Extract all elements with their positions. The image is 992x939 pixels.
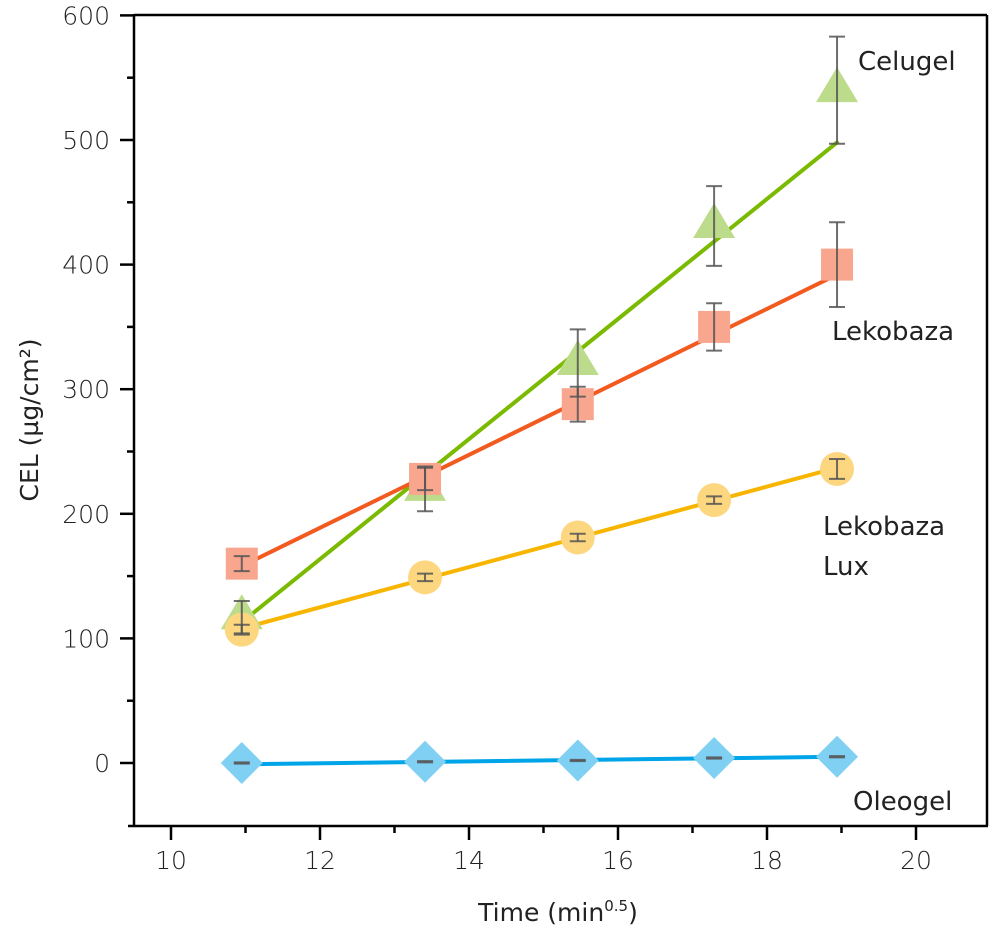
x-axis-title: Time (min0.5) — [477, 897, 638, 927]
x-tick-label: 16 — [602, 846, 634, 875]
lekobaza-lux-fit-line — [239, 465, 840, 631]
tick-labels: 0 100 200 300 400 500 600 10 12 14 16 18 20 — [62, 1, 932, 875]
y-axis-title: CEL (µg/cm²) — [15, 339, 44, 502]
y-tick-label: 300 — [62, 375, 110, 404]
x-tick-label: 12 — [304, 846, 336, 875]
series-label: Oleogel — [853, 787, 952, 817]
y-tick-label: 100 — [62, 624, 110, 653]
series-label-line: Lekobaza — [832, 317, 954, 347]
x-axis-title-close: ) — [628, 898, 638, 927]
x-tick-label: 20 — [900, 846, 932, 875]
y-tick-label: 600 — [62, 1, 110, 30]
series-label-line: Lux — [823, 552, 869, 582]
x-tick-label: 18 — [751, 846, 783, 875]
markers — [220, 67, 859, 784]
x-axis-title-main: Time (min — [477, 898, 604, 927]
x-axis-title-sup: 0.5 — [604, 897, 628, 915]
y-tick-label: 400 — [62, 251, 110, 280]
celugel-fit-line — [239, 140, 840, 625]
y-tick-label: 500 — [62, 126, 110, 155]
series-label: Lekobaza — [832, 317, 954, 347]
x-tick-label: 14 — [453, 846, 485, 875]
fit-lines — [239, 140, 840, 767]
series-labels: Celugel Lekobaza Lekobaza Lux Oleogel — [823, 47, 956, 817]
series-label-line: Oleogel — [853, 787, 952, 817]
series-label-line: Celugel — [858, 47, 956, 77]
series-label-line: Lekobaza — [823, 512, 945, 542]
oleogel-fit-line — [239, 754, 840, 767]
lekobaza-fit-line — [239, 272, 840, 569]
error-bars — [233, 35, 846, 765]
y-tick-label: 200 — [62, 500, 110, 529]
y-tick-label: 0 — [94, 749, 110, 778]
series-label: Celugel — [858, 47, 956, 77]
series-label: Lekobaza Lux — [823, 512, 945, 582]
axes — [120, 13, 989, 840]
x-tick-label: 10 — [155, 846, 187, 875]
